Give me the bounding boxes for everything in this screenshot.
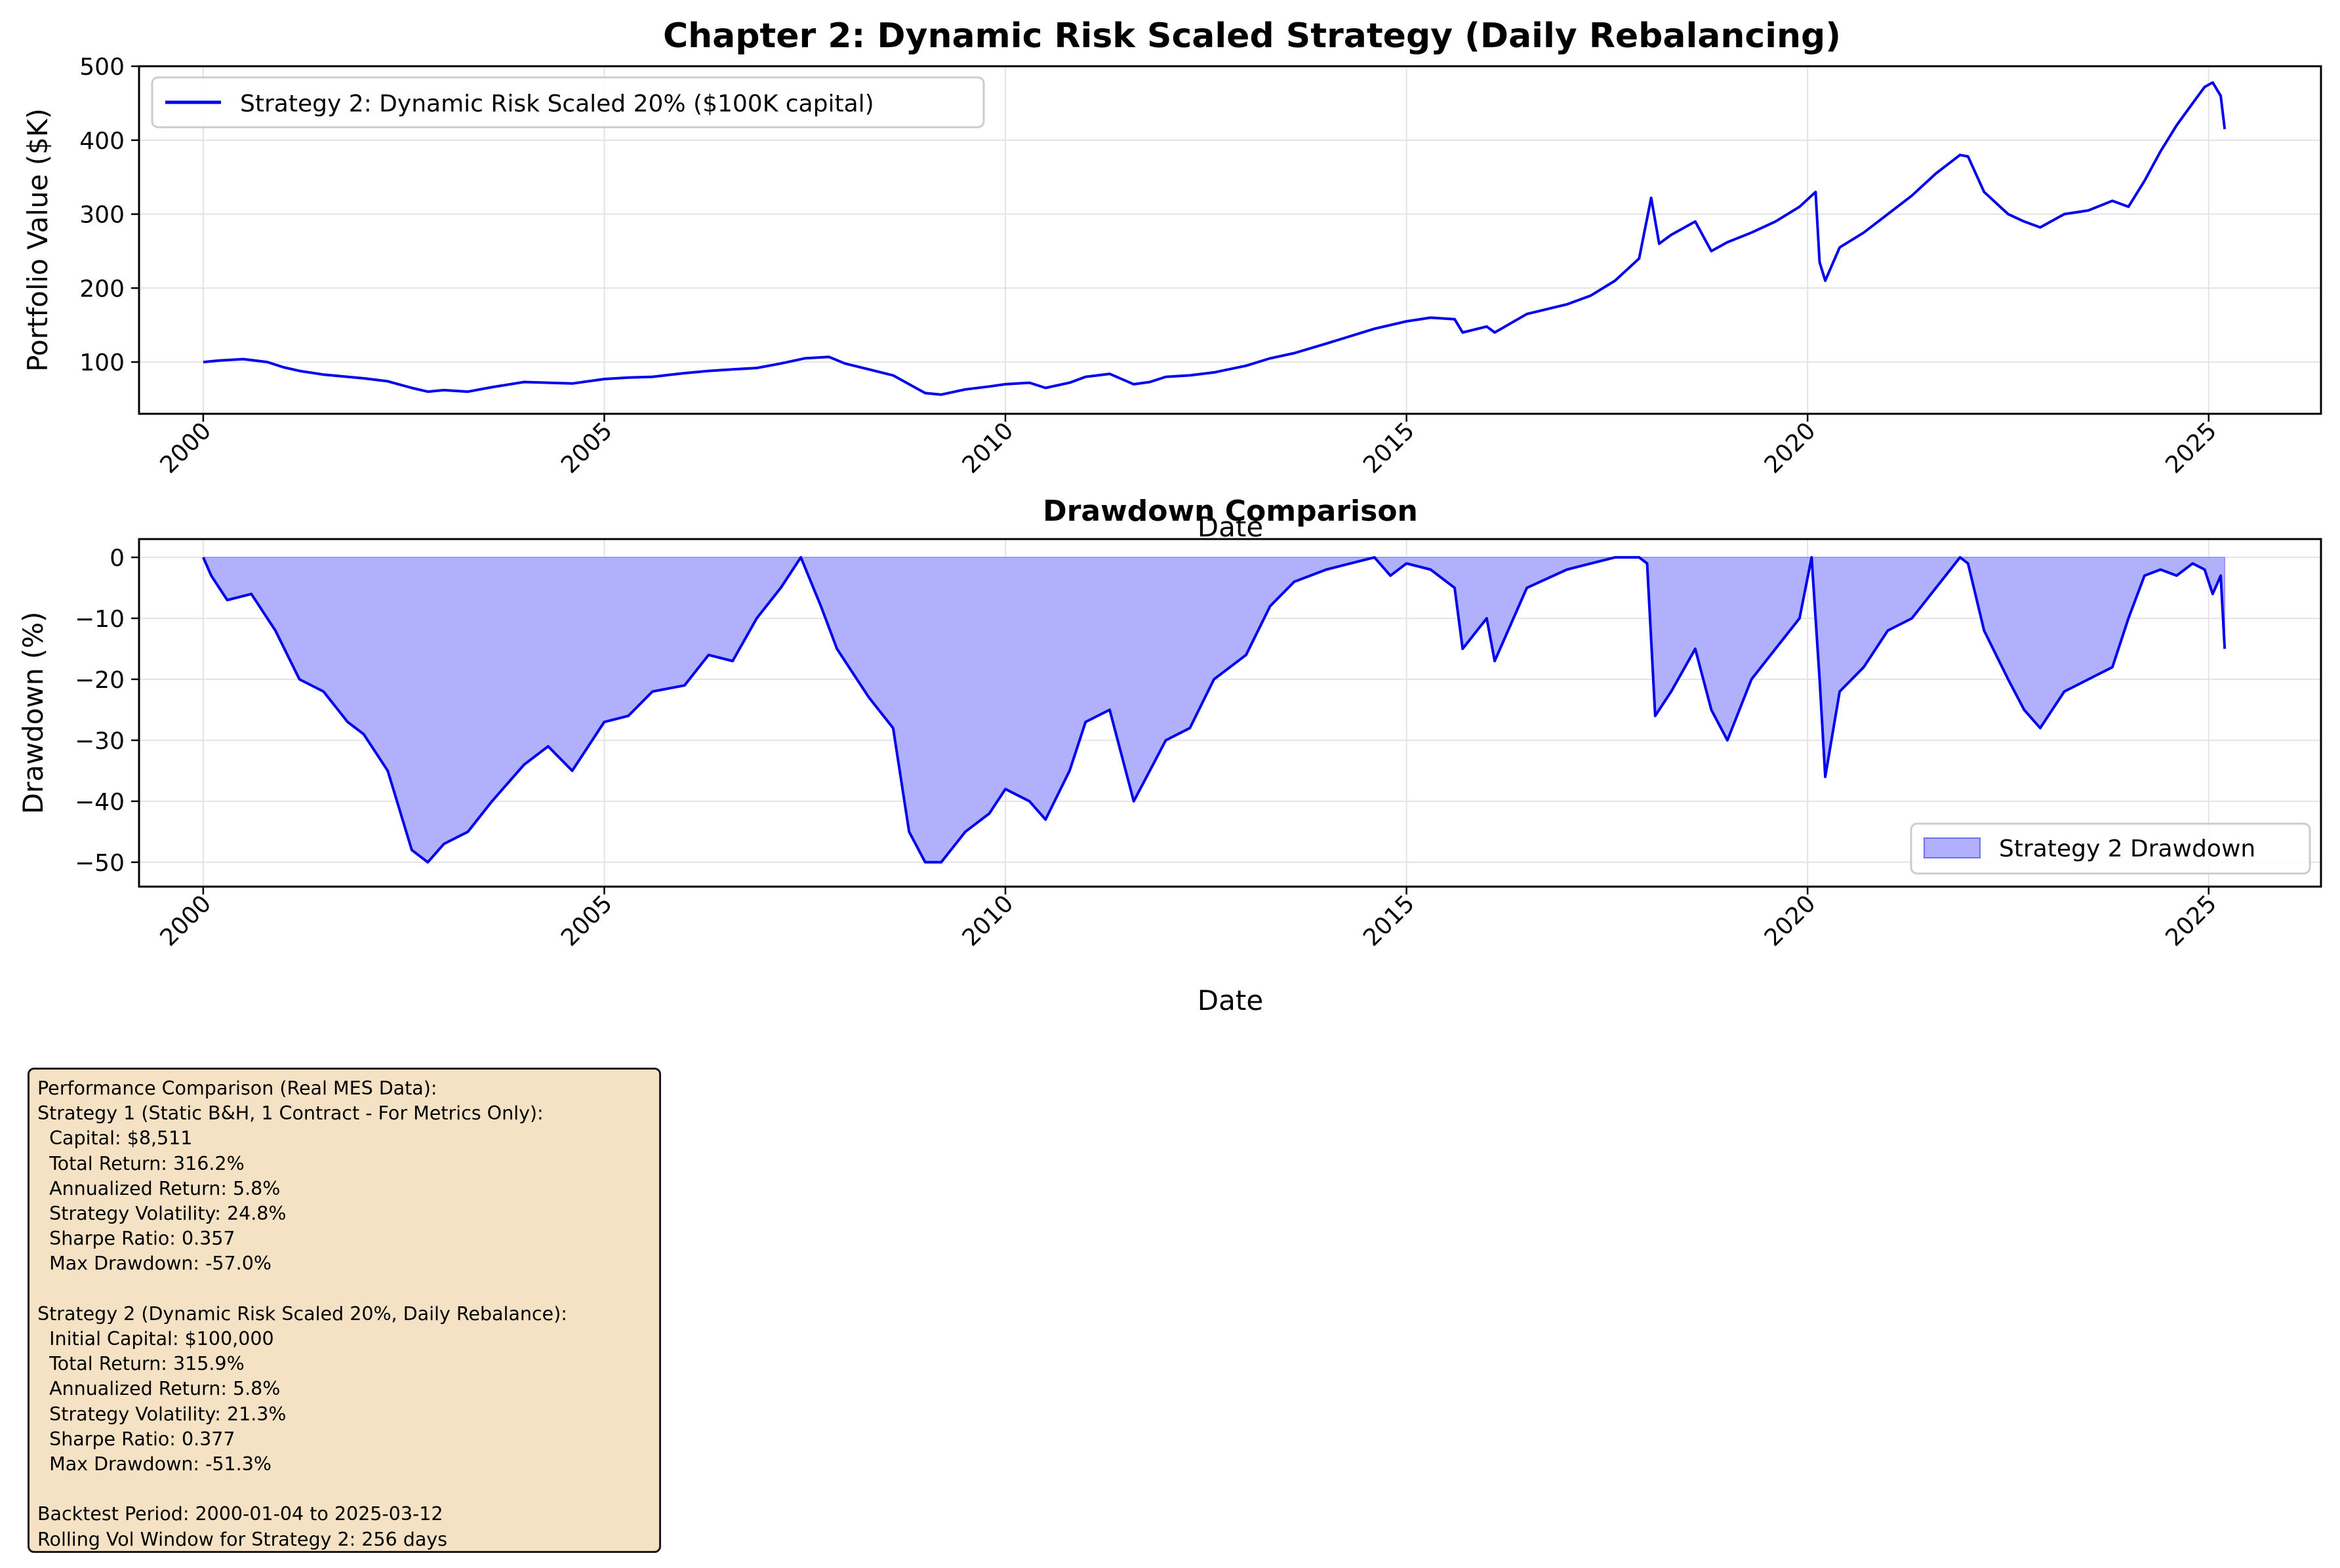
portfolio-x-axis-label: Date	[1198, 511, 1263, 543]
stats-line	[37, 1477, 651, 1502]
y-tick-label: −20	[75, 667, 125, 694]
y-tick-label: 400	[79, 128, 125, 155]
drawdown-y-axis-label: Drawdown (%)	[17, 611, 49, 814]
stats-line: Capital: $8,511	[37, 1127, 193, 1150]
portfolio-legend: Strategy 2: Dynamic Risk Scaled 20% ($10…	[151, 76, 985, 129]
portfolio-axes-frame	[138, 65, 2322, 415]
x-tick-label: 2025	[2160, 890, 2222, 952]
y-tick-label: 0	[110, 545, 125, 572]
drawdown-title: Drawdown Comparison	[1043, 494, 1418, 528]
y-tick-label: −10	[75, 606, 125, 633]
portfolio-series	[203, 81, 2227, 396]
y-tick-label: −40	[75, 789, 125, 816]
stats-line: Strategy 2 (Dynamic Risk Scaled 20%, Dai…	[37, 1302, 567, 1325]
stats-line: Rolling Vol Window for Strategy 2: 256 d…	[37, 1528, 447, 1550]
stats-line: Backtest Period: 2000-01-04 to 2025-03-1…	[37, 1503, 443, 1525]
drawdown-legend: Strategy 2 Drawdown	[1910, 822, 2311, 875]
drawdown-line	[202, 555, 2227, 864]
legend-label-strategy-2: Strategy 2: Dynamic Risk Scaled 20% ($10…	[240, 90, 874, 117]
stats-line	[37, 1277, 651, 1302]
portfolio-y-axis-label: Portfolio Value ($K)	[22, 108, 54, 372]
stats-line: Max Drawdown: -51.3%	[37, 1453, 272, 1476]
chart-title: Chapter 2: Dynamic Risk Scaled Strategy …	[663, 16, 1841, 56]
stats-line: Annualized Return: 5.8%	[37, 1378, 281, 1400]
x-tick-label: 2015	[1358, 890, 1420, 952]
drawdown-x-axis-label: Date	[1198, 984, 1263, 1016]
stats-line: Strategy Volatility: 21.3%	[37, 1403, 287, 1425]
x-tick-label: 2005	[556, 417, 618, 479]
stats-line: Sharpe Ratio: 0.377	[37, 1428, 235, 1450]
stats-line: Total Return: 315.9%	[37, 1353, 245, 1375]
y-tick-label: −30	[75, 728, 125, 755]
drawdown-axes-frame	[138, 538, 2322, 888]
x-tick-label: 2025	[2160, 417, 2222, 479]
stats-line: Max Drawdown: -57.0%	[37, 1253, 272, 1275]
stats-line: Sharpe Ratio: 0.357	[37, 1228, 235, 1250]
stats-line: Strategy Volatility: 24.8%	[37, 1203, 287, 1225]
y-tick-label: 200	[79, 275, 125, 302]
y-tick-label: 300	[79, 202, 125, 229]
x-tick-label: 2005	[556, 890, 618, 952]
stats-line: Performance Comparison (Real MES Data):	[37, 1077, 437, 1099]
y-tick-label: 500	[79, 54, 125, 81]
portfolio-value-panel: 2000 2005 2010 2015 2020 2025100200300400500 …	[22, 54, 2322, 543]
legend-area-swatch	[1924, 837, 1981, 858]
performance-stats-box: Performance Comparison (Real MES Data): S…	[28, 1068, 661, 1553]
x-tick-label: 2015	[1358, 417, 1420, 479]
x-tick-label: 2010	[958, 890, 1019, 952]
y-tick-label: −50	[75, 850, 125, 877]
drawdown-panel: 2000 2005 2010 2015 2020 2025 0 −10 −20 −30 −40 −50…	[17, 494, 2322, 1016]
x-tick-label: 2020	[1760, 417, 1821, 479]
stats-line: Initial Capital: $100,000	[37, 1328, 274, 1350]
y-tick-label: 100	[79, 350, 125, 376]
x-tick-label: 2020	[1760, 890, 1821, 952]
drawdown-series	[202, 555, 2227, 864]
legend-label-drawdown: Strategy 2 Drawdown	[1999, 835, 2255, 862]
stats-line: Annualized Return: 5.8%	[37, 1177, 281, 1199]
x-tick-label: 2000	[155, 417, 216, 479]
drawdown-area-fill	[202, 556, 2225, 863]
portfolio-line	[203, 81, 2227, 396]
x-tick-label: 2010	[958, 417, 1019, 479]
stats-line: Total Return: 316.2%	[37, 1152, 245, 1175]
stats-line: Strategy 1 (Static B&H, 1 Contract - For…	[37, 1102, 544, 1125]
x-tick-label: 2000	[155, 890, 216, 952]
